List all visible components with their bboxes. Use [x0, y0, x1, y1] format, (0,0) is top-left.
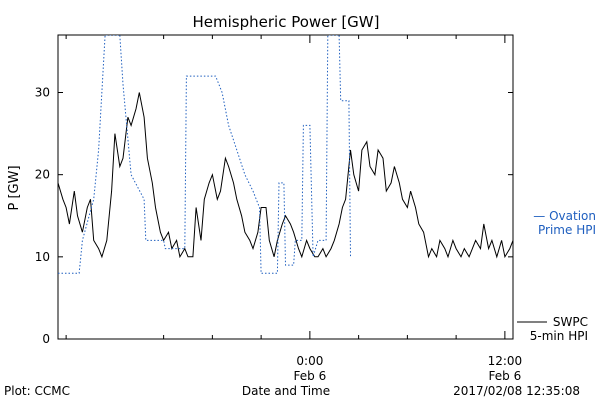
y-tick-label: 30: [35, 86, 50, 100]
legend-ovation-line2: Prime HPI: [538, 223, 596, 237]
y-tick-label: 20: [35, 168, 50, 182]
series-layer: [58, 35, 513, 274]
footer-right: 2017/02/08 12:35:08: [453, 384, 580, 398]
footer-left: Plot: CCMC: [4, 384, 70, 398]
swpc-hpi-line: [58, 92, 513, 259]
y-axis-ticks: 0 10 20 30: [35, 86, 513, 346]
chart-title: Hemispheric Power [GW]: [193, 13, 380, 31]
y-tick-label: 10: [35, 250, 50, 264]
x-tick-label-time: 12:00: [488, 354, 523, 368]
legend-ovation: — Ovation Prime HPI: [533, 209, 596, 237]
legend-swpc: SWPC 5-min HPI: [517, 315, 588, 343]
x-axis-label: Date and Time: [242, 384, 330, 398]
x-tick-label-date: Feb 6: [489, 369, 522, 383]
legend-swpc-line2: 5-min HPI: [530, 329, 588, 343]
x-tick-label-date: Feb 6: [294, 369, 327, 383]
y-axis-label: P [GW]: [7, 165, 22, 210]
plot-area: [57, 34, 514, 340]
ovation-prime-line: [58, 35, 351, 274]
x-tick-label-time: 0:00: [296, 354, 323, 368]
legend-swpc-line1: SWPC: [553, 315, 588, 329]
y-tick-label: 0: [42, 332, 50, 346]
legend-ovation-line1: — Ovation: [533, 209, 596, 223]
